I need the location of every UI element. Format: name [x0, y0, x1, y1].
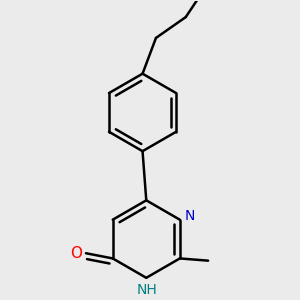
Text: NH: NH — [136, 284, 158, 298]
Text: N: N — [184, 209, 195, 223]
Text: O: O — [70, 246, 82, 261]
